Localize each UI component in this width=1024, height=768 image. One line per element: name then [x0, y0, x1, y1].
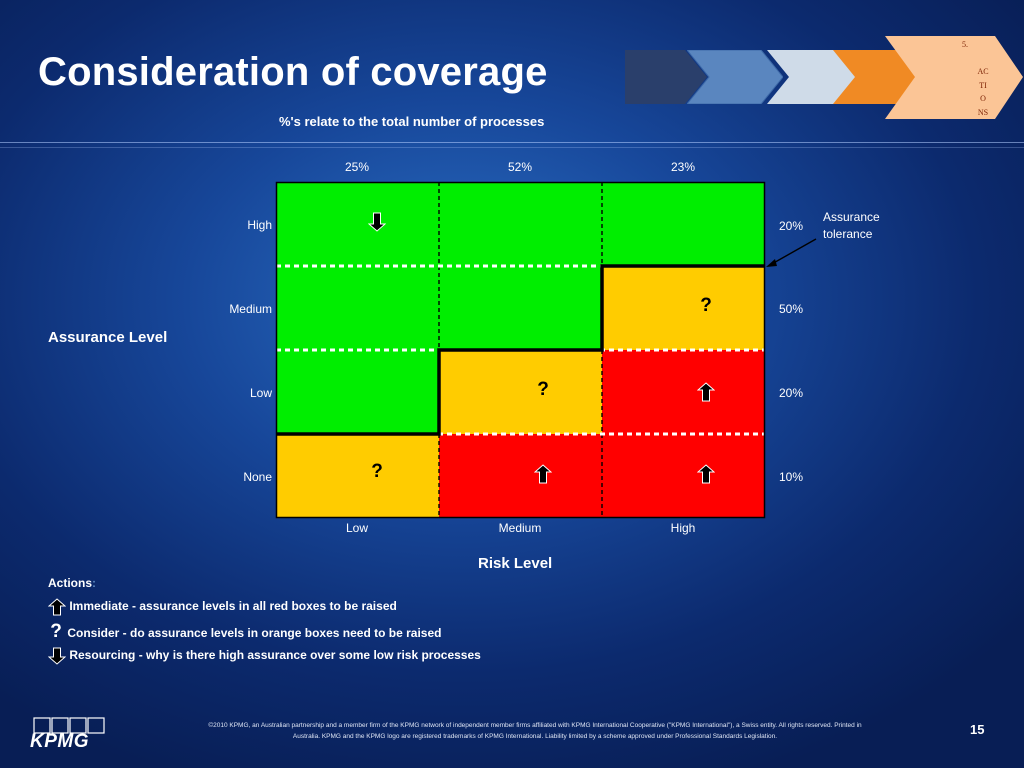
- chevron-step-1: [625, 50, 707, 104]
- matrix-cell-none-assurance-medium-risk: [439, 434, 602, 518]
- y-axis-title: Assurance Level: [48, 329, 168, 346]
- row-label-high: High: [247, 218, 272, 232]
- page-number: 15: [970, 722, 985, 737]
- tolerance-pointer-arrow: [766, 238, 817, 267]
- matrix-cell-none-assurance-high-risk: [602, 434, 765, 518]
- column-label-high: High: [670, 521, 696, 535]
- matrix-cell-low-assurance-low-risk: [276, 350, 439, 434]
- down-arrow-icon: [47, 647, 67, 665]
- legend-item-consider: ? Consider - do assurance levels in oran…: [48, 621, 441, 643]
- row-label-medium: Medium: [229, 302, 272, 316]
- assurance-tolerance-label: Assurance tolerance: [823, 209, 913, 243]
- matrix-cell-medium-assurance-low-risk: [276, 266, 439, 350]
- legend-item-immediate: Immediate - assurance levels in all red …: [47, 598, 397, 616]
- legend-item-text: Resourcing - why is there high assurance…: [69, 648, 481, 663]
- kpmg-wordmark: KPMG: [30, 731, 89, 752]
- kpmg-logo: [33, 717, 105, 734]
- row-percentage-medium: 50%: [779, 302, 804, 316]
- x-axis-title: Risk Level: [478, 555, 553, 572]
- chevron-step-5-label-4: O: [980, 94, 986, 103]
- down-arrow-icon: [367, 212, 387, 237]
- chevron-step-5-label-5: NS: [977, 108, 989, 117]
- risk-assurance-matrix: [275, 181, 766, 519]
- up-arrow-icon: [696, 464, 716, 489]
- column-percentage-low: 25%: [344, 160, 370, 174]
- matrix-border: [275, 181, 766, 519]
- tolerance-label-line-1: Assurance: [823, 210, 880, 224]
- matrix-cell-none-assurance-low-risk: [276, 434, 439, 518]
- matrix-cell-high-assurance-low-risk: [276, 182, 439, 266]
- question-icon: ?: [371, 461, 383, 482]
- legal-disclaimer: ©2010 KPMG, an Australian partnership an…: [150, 720, 920, 742]
- chevron-step-5-label-1: 5.: [962, 40, 968, 49]
- chevron-step-5-label-3: TI: [979, 81, 987, 90]
- legend-title-colon: :: [92, 576, 97, 590]
- column-label-low: Low: [345, 521, 368, 535]
- matrix-cell-high-assurance-medium-risk: [439, 182, 602, 266]
- matrix-cell-low-assurance-medium-risk: [439, 350, 602, 434]
- up-arrow-icon: [47, 598, 67, 616]
- slide-title: Consideration of coverage: [38, 50, 548, 94]
- slide-subtitle: %'s relate to the total number of proces…: [279, 114, 545, 129]
- assurance-tolerance-line: [276, 264, 765, 436]
- row-percentage-high: 20%: [779, 219, 804, 233]
- disclaimer-line-1: ©2010 KPMG, an Australian partnership an…: [208, 722, 862, 729]
- top-rule-secondary: [0, 147, 1024, 148]
- legend-item-text: Consider - do assurance levels in orange…: [67, 626, 442, 640]
- legend-title-text: Actions: [48, 576, 93, 590]
- column-percentage-medium: 52%: [507, 160, 533, 174]
- matrix-cell-medium-assurance-medium-risk: [439, 266, 602, 350]
- column-label-medium: Medium: [498, 521, 542, 535]
- row-percentage-low: 20%: [779, 386, 804, 400]
- top-rule: [0, 142, 1024, 143]
- question-icon: ?: [50, 621, 62, 642]
- row-label-low: Low: [249, 386, 272, 400]
- legend-item-text: Immediate - assurance levels in all red …: [69, 599, 397, 614]
- legend-item-resourcing: Resourcing - why is there high assurance…: [47, 647, 481, 665]
- up-arrow-icon: [533, 464, 553, 489]
- chevron-step-5-actions: [885, 36, 1023, 119]
- disclaimer-line-2: Australia. KPMG and the KPMG logo are re…: [292, 733, 778, 740]
- legend-title: Actions:: [48, 576, 96, 590]
- matrix-cell-medium-assurance-high-risk: [602, 266, 765, 350]
- chevron-step-2: [687, 50, 783, 104]
- chevron-step-5-label-2: AC: [977, 67, 989, 76]
- up-arrow-icon: [696, 382, 716, 407]
- row-percentage-none: 10%: [779, 470, 804, 484]
- question-icon: ?: [700, 295, 712, 316]
- tolerance-label-line-2: tolerance: [823, 227, 873, 241]
- row-label-none: None: [243, 470, 272, 484]
- column-percentage-high: 23%: [670, 160, 696, 174]
- question-icon: ?: [537, 379, 549, 400]
- chevron-step-3: [767, 50, 859, 104]
- chevron-step-4: [833, 50, 923, 104]
- matrix-cell-high-assurance-high-risk: [602, 182, 765, 266]
- matrix-cell-low-assurance-high-risk: [602, 350, 765, 434]
